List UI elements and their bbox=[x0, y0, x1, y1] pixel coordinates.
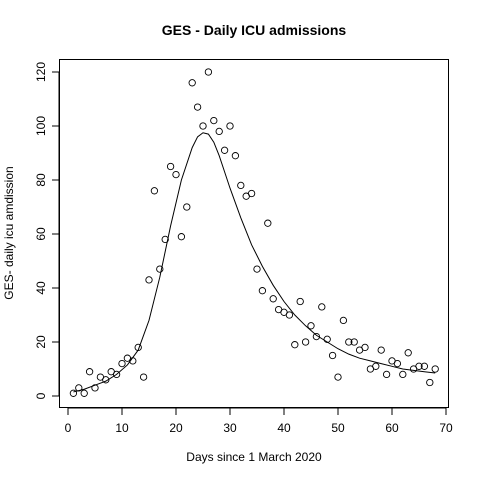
data-point bbox=[193, 103, 202, 111]
data-point bbox=[172, 170, 180, 179]
x-axis-label: Days since 1 March 2020 bbox=[186, 450, 322, 464]
data-point bbox=[85, 368, 94, 376]
data-point bbox=[69, 389, 78, 397]
data-point bbox=[264, 219, 272, 227]
data-point bbox=[150, 187, 159, 195]
data-point bbox=[296, 297, 304, 306]
data-point bbox=[345, 338, 353, 346]
data-point bbox=[156, 265, 164, 273]
y-tick-label: 0 bbox=[34, 392, 48, 399]
data-point bbox=[188, 79, 196, 87]
y-axis: 0 20 40 60 80 100 120 bbox=[34, 62, 60, 399]
data-point bbox=[361, 343, 369, 352]
data-layer bbox=[69, 68, 439, 397]
data-point bbox=[258, 287, 267, 295]
y-tick-label: 60 bbox=[34, 227, 48, 241]
chart-title: GES - Daily ICU admissions bbox=[162, 22, 347, 38]
y-tick-label: 80 bbox=[34, 173, 48, 187]
data-point bbox=[334, 373, 342, 381]
data-point bbox=[161, 235, 169, 244]
data-point bbox=[393, 359, 402, 368]
data-point bbox=[166, 162, 175, 171]
data-point bbox=[253, 265, 261, 273]
data-point bbox=[312, 332, 321, 341]
data-point bbox=[399, 370, 407, 379]
x-tick-label: 30 bbox=[223, 421, 237, 435]
data-point bbox=[210, 116, 218, 125]
y-tick-label: 100 bbox=[34, 116, 48, 136]
data-point bbox=[226, 122, 234, 130]
data-point bbox=[215, 127, 223, 136]
data-point bbox=[177, 233, 186, 241]
x-tick-label: 70 bbox=[439, 421, 453, 435]
data-point bbox=[220, 146, 229, 154]
data-point bbox=[291, 341, 299, 349]
x-tick-label: 60 bbox=[385, 421, 399, 435]
y-axis-label: GES- daily icu amdission bbox=[2, 166, 16, 299]
data-point bbox=[247, 189, 256, 198]
data-point bbox=[231, 152, 240, 160]
x-tick-label: 40 bbox=[277, 421, 291, 435]
data-point bbox=[199, 122, 207, 130]
data-point bbox=[301, 338, 310, 346]
data-point bbox=[328, 351, 337, 360]
data-point bbox=[415, 362, 423, 370]
data-point bbox=[139, 373, 148, 381]
data-point bbox=[269, 295, 277, 303]
data-point bbox=[372, 362, 380, 370]
data-point bbox=[350, 338, 358, 346]
data-point bbox=[420, 362, 429, 370]
data-point bbox=[204, 68, 213, 76]
data-point bbox=[145, 276, 153, 284]
x-tick-label: 10 bbox=[115, 421, 129, 435]
data-point bbox=[237, 181, 245, 190]
x-tick-label: 20 bbox=[169, 421, 183, 435]
x-tick-label: 50 bbox=[331, 421, 345, 435]
data-point bbox=[80, 389, 88, 397]
data-point bbox=[102, 376, 110, 384]
data-point bbox=[431, 365, 439, 373]
x-axis: 0 10 20 30 40 50 60 70 bbox=[65, 407, 453, 435]
fitted-curve-line bbox=[73, 132, 436, 393]
x-tick-label: 0 bbox=[65, 421, 72, 435]
y-tick-label: 40 bbox=[34, 281, 48, 295]
data-point bbox=[307, 322, 315, 330]
y-tick-label: 20 bbox=[34, 335, 48, 349]
data-point bbox=[285, 311, 294, 319]
data-point bbox=[426, 378, 434, 387]
data-point bbox=[118, 359, 126, 368]
data-point bbox=[404, 349, 412, 357]
data-point bbox=[377, 346, 385, 354]
y-tick-label: 120 bbox=[34, 62, 48, 82]
data-point bbox=[318, 303, 326, 311]
data-point bbox=[382, 370, 391, 379]
data-point bbox=[183, 203, 191, 211]
data-point bbox=[112, 370, 121, 379]
data-point bbox=[339, 316, 348, 325]
plot-area-frame bbox=[59, 59, 449, 408]
